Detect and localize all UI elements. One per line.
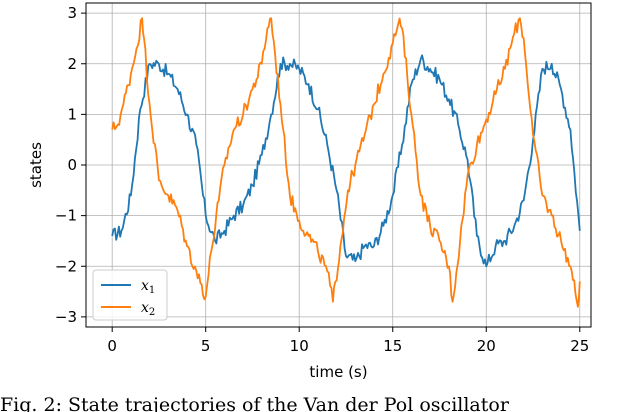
legend-box	[92, 269, 168, 321]
series-lines	[111, 17, 581, 308]
x-tick-label: 15	[383, 337, 402, 355]
y-tick-label: −3	[55, 308, 77, 326]
y-tick-label: 0	[67, 156, 77, 174]
axis-ticks: 0 5 10 15 20 25 −3 −2 −1 0 1 2 3	[55, 4, 589, 355]
y-axis-label: states	[27, 142, 45, 188]
x-tick-label: 25	[570, 337, 589, 355]
x-tick-label: 20	[477, 337, 496, 355]
grid-lines	[86, 3, 591, 327]
line-chart: 0 5 10 15 20 25 −3 −2 −1 0 1 2 3 time (s) states x1x…	[27, 2, 592, 381]
figure-caption: Fig. 2: State trajectories of the Van de…	[0, 394, 509, 412]
series-line-x1	[111, 54, 581, 268]
series-line-x2	[111, 17, 581, 308]
x-tick-label: 5	[201, 337, 211, 355]
y-tick-label: 2	[67, 55, 77, 73]
y-tick-label: −1	[55, 207, 77, 225]
y-tick-label: 1	[67, 105, 77, 123]
x-axis-label: time (s)	[309, 363, 367, 381]
y-tick-label: 3	[67, 4, 77, 22]
x-tick-label: 10	[290, 337, 309, 355]
y-tick-label: −2	[55, 257, 77, 275]
x-tick-label: 0	[107, 337, 117, 355]
